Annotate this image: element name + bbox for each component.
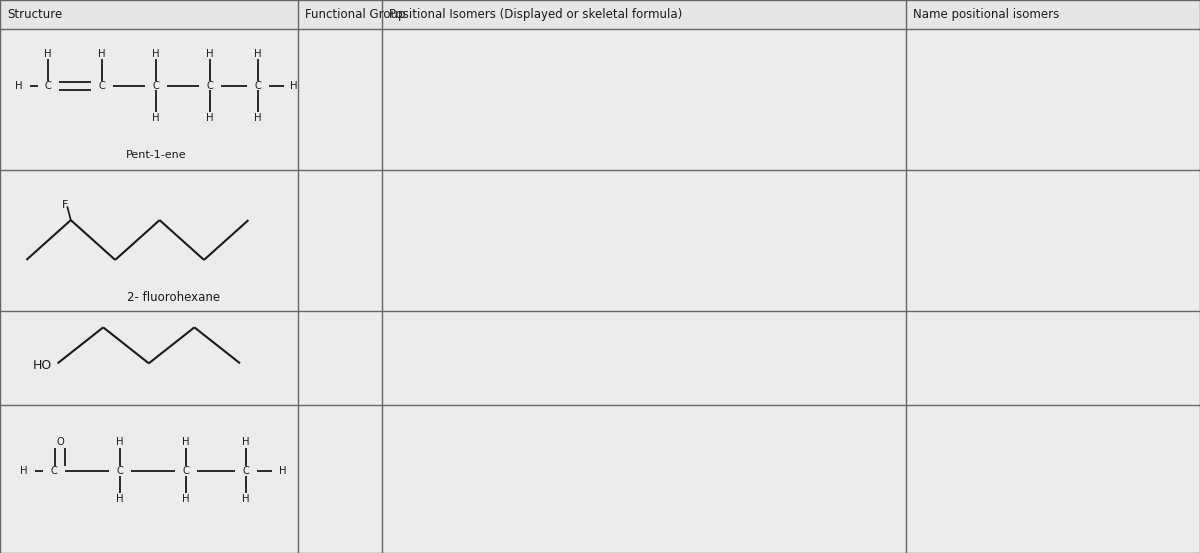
Text: H: H — [254, 113, 262, 123]
Text: H: H — [20, 466, 28, 476]
Text: Name positional isomers: Name positional isomers — [913, 8, 1060, 21]
Text: Functional Group: Functional Group — [305, 8, 406, 21]
Text: H: H — [290, 81, 298, 91]
Text: C: C — [182, 466, 190, 476]
Text: F: F — [61, 200, 68, 210]
Text: O: O — [56, 437, 64, 447]
Text: H: H — [16, 81, 23, 91]
Text: H: H — [254, 49, 262, 59]
Text: H: H — [242, 437, 250, 447]
Text: C: C — [44, 81, 52, 91]
Text: H: H — [182, 437, 190, 447]
Text: H: H — [116, 437, 124, 447]
Text: H: H — [98, 49, 106, 59]
Text: H: H — [44, 49, 52, 59]
Text: H: H — [280, 466, 287, 476]
Text: C: C — [254, 81, 262, 91]
Text: C: C — [50, 466, 58, 476]
Text: 2- fluorohexane: 2- fluorohexane — [127, 291, 221, 304]
Text: H: H — [116, 494, 124, 504]
Text: C: C — [242, 466, 250, 476]
Bar — [0, 405, 1200, 553]
Bar — [0, 0, 1200, 29]
Text: Pent-1-ene: Pent-1-ene — [126, 150, 186, 160]
Text: HO: HO — [32, 359, 52, 372]
Text: H: H — [206, 113, 214, 123]
Text: C: C — [98, 81, 106, 91]
Text: C: C — [152, 81, 160, 91]
Bar — [0, 170, 1200, 311]
Text: H: H — [182, 494, 190, 504]
Text: C: C — [206, 81, 214, 91]
Bar — [0, 311, 1200, 405]
Bar — [0, 29, 1200, 170]
Text: H: H — [152, 113, 160, 123]
Text: Structure: Structure — [7, 8, 62, 21]
Text: H: H — [206, 49, 214, 59]
Text: C: C — [116, 466, 124, 476]
Text: Positional Isomers (Displayed or skeletal formula): Positional Isomers (Displayed or skeleta… — [389, 8, 682, 21]
Text: H: H — [242, 494, 250, 504]
Text: H: H — [152, 49, 160, 59]
